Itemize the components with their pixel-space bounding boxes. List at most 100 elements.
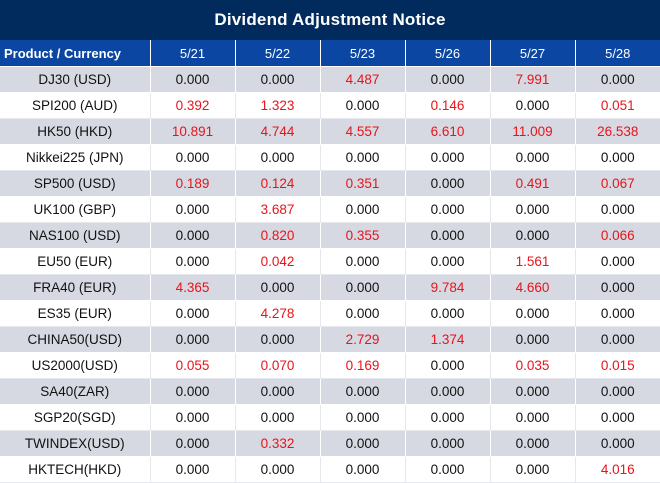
product-cell: HKTECH(HKD)	[0, 456, 150, 483]
product-cell: ES35 (EUR)	[0, 300, 150, 327]
value-cell: 0.355	[319, 222, 405, 249]
column-header-product: Product / Currency	[0, 40, 150, 67]
value-cell: 0.000	[149, 404, 235, 431]
product-cell: SPI200 (AUD)	[0, 92, 150, 119]
table-body: DJ30 (USD) 0.000 0.000 4.487 0.000 7.991 0.000…	[0, 66, 660, 483]
value-cell: 4.278	[234, 300, 320, 327]
value-cell: 9.784	[404, 274, 490, 301]
value-cell: 0.000	[234, 66, 320, 93]
value-cell: 0.000	[319, 92, 405, 119]
value-cell: 0.000	[489, 92, 575, 119]
value-cell: 0.000	[234, 378, 320, 405]
value-cell: 10.891	[149, 118, 235, 145]
table-row: US2000(USD) 0.055 0.070 0.169 0.000 0.035 0.01…	[0, 352, 660, 379]
table-row: SA40(ZAR) 0.000 0.000 0.000 0.000 0.000 0.000	[0, 378, 660, 405]
value-cell: 0.000	[574, 144, 660, 171]
value-cell: 0.124	[234, 170, 320, 197]
value-cell: 0.000	[319, 196, 405, 223]
value-cell: 0.000	[404, 196, 490, 223]
table-row: TWINDEX(USD) 0.000 0.332 0.000 0.000 0.000 0.0…	[0, 430, 660, 457]
table-row: EU50 (EUR) 0.000 0.042 0.000 0.000 1.561 0.000	[0, 248, 660, 275]
table-header-row: Product / Currency 5/21 5/22 5/23 5/26 5…	[0, 40, 660, 67]
value-cell: 11.009	[489, 118, 575, 145]
value-cell: 0.070	[234, 352, 320, 379]
value-cell: 0.392	[149, 92, 235, 119]
value-cell: 0.000	[149, 326, 235, 353]
value-cell: 0.000	[489, 456, 575, 483]
value-cell: 4.016	[574, 456, 660, 483]
value-cell: 0.000	[149, 300, 235, 327]
table-row: Nikkei225 (JPN) 0.000 0.000 0.000 0.000 0.000…	[0, 144, 660, 171]
value-cell: 0.000	[404, 248, 490, 275]
product-cell: FRA40 (EUR)	[0, 274, 150, 301]
value-cell: 0.000	[404, 170, 490, 197]
product-cell: NAS100 (USD)	[0, 222, 150, 249]
value-cell: 0.332	[234, 430, 320, 457]
value-cell: 0.042	[234, 248, 320, 275]
table-row: HKTECH(HKD) 0.000 0.000 0.000 0.000 0.000 4.01…	[0, 456, 660, 483]
value-cell: 0.000	[404, 378, 490, 405]
table-row: FRA40 (EUR) 4.365 0.000 0.000 9.784 4.660 0.00…	[0, 274, 660, 301]
value-cell: 0.820	[234, 222, 320, 249]
value-cell: 0.169	[319, 352, 405, 379]
value-cell: 0.000	[149, 456, 235, 483]
value-cell: 0.000	[574, 248, 660, 275]
value-cell: 0.000	[404, 352, 490, 379]
value-cell: 0.000	[319, 404, 405, 431]
value-cell: 0.000	[404, 300, 490, 327]
product-cell: CHINA50(USD)	[0, 326, 150, 353]
column-header-date: 5/28	[574, 40, 660, 67]
value-cell: 0.146	[404, 92, 490, 119]
value-cell: 3.687	[234, 196, 320, 223]
value-cell: 0.055	[149, 352, 235, 379]
table-row: SGP20(SGD) 0.000 0.000 0.000 0.000 0.000 0.000	[0, 404, 660, 431]
value-cell: 0.000	[489, 378, 575, 405]
value-cell: 0.000	[234, 456, 320, 483]
value-cell: 0.000	[489, 404, 575, 431]
value-cell: 0.000	[319, 274, 405, 301]
value-cell: 0.000	[574, 326, 660, 353]
table-row: NAS100 (USD) 0.000 0.820 0.355 0.000 0.000 0.0…	[0, 222, 660, 249]
value-cell: 0.491	[489, 170, 575, 197]
value-cell: 0.000	[489, 144, 575, 171]
product-cell: US2000(USD)	[0, 352, 150, 379]
value-cell: 4.557	[319, 118, 405, 145]
product-cell: HK50 (HKD)	[0, 118, 150, 145]
value-cell: 0.000	[149, 430, 235, 457]
column-header-date: 5/23	[319, 40, 405, 67]
table-row: CHINA50(USD) 0.000 0.000 2.729 1.374 0.000 0.0…	[0, 326, 660, 353]
table-row: DJ30 (USD) 0.000 0.000 4.487 0.000 7.991 0.000	[0, 66, 660, 93]
value-cell: 0.000	[319, 378, 405, 405]
value-cell: 0.000	[574, 430, 660, 457]
dividend-table: Product / Currency 5/21 5/22 5/23 5/26 5…	[0, 40, 660, 483]
value-cell: 0.000	[404, 404, 490, 431]
value-cell: 0.000	[149, 248, 235, 275]
value-cell: 0.000	[149, 144, 235, 171]
value-cell: 0.015	[574, 352, 660, 379]
value-cell: 0.051	[574, 92, 660, 119]
value-cell: 4.660	[489, 274, 575, 301]
column-header-date: 5/22	[234, 40, 320, 67]
value-cell: 0.000	[234, 326, 320, 353]
value-cell: 0.000	[319, 430, 405, 457]
value-cell: 0.000	[234, 274, 320, 301]
value-cell: 0.035	[489, 352, 575, 379]
product-cell: UK100 (GBP)	[0, 196, 150, 223]
column-header-date: 5/26	[404, 40, 490, 67]
value-cell: 0.000	[489, 222, 575, 249]
value-cell: 0.000	[574, 300, 660, 327]
table-row: HK50 (HKD) 10.891 4.744 4.557 6.610 11.009 26.…	[0, 118, 660, 145]
value-cell: 0.189	[149, 170, 235, 197]
table-row: UK100 (GBP) 0.000 3.687 0.000 0.000 0.000 0.00…	[0, 196, 660, 223]
value-cell: 0.000	[234, 144, 320, 171]
value-cell: 0.000	[574, 378, 660, 405]
product-cell: SGP20(SGD)	[0, 404, 150, 431]
value-cell: 4.487	[319, 66, 405, 93]
value-cell: 4.744	[234, 118, 320, 145]
value-cell: 0.000	[489, 300, 575, 327]
value-cell: 0.000	[149, 196, 235, 223]
value-cell: 0.000	[404, 144, 490, 171]
table-row: SPI200 (AUD) 0.392 1.323 0.000 0.146 0.000 0.0…	[0, 92, 660, 119]
column-header-date: 5/27	[489, 40, 575, 67]
value-cell: 0.351	[319, 170, 405, 197]
